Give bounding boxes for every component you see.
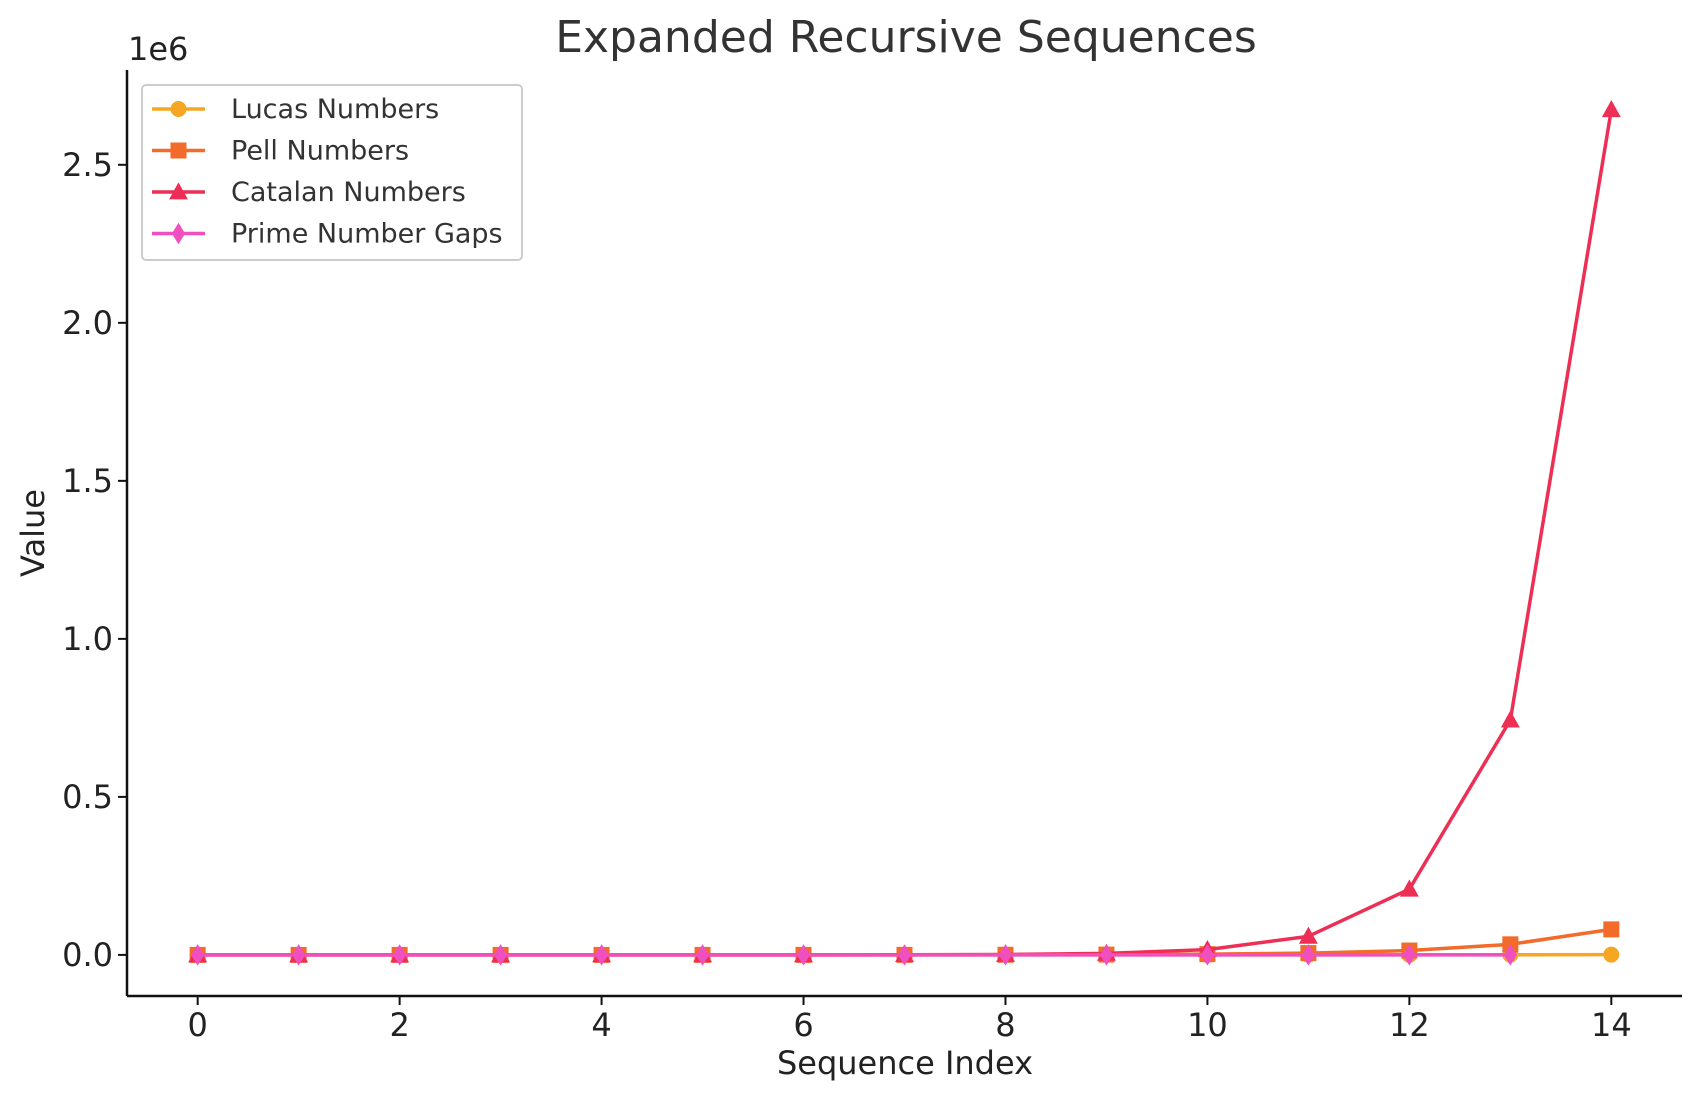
data-point-prime-number-gaps [191, 944, 205, 966]
axis-ticks: 0 2 4 6 8 10 12 14 0.0 0.5 1.0 1.5 2.0 2.5 [62, 146, 1632, 1044]
y-tick-label: 1.5 [62, 462, 113, 500]
series-layer [188, 100, 1621, 966]
data-point-prime-number-gaps [695, 944, 710, 966]
data-point-prime-number-gaps [1402, 944, 1416, 966]
x-tick-label: 4 [591, 1006, 611, 1044]
data-point-prime-number-gaps [1099, 944, 1114, 966]
data-point-catalan-numbers [1500, 710, 1520, 728]
data-point-prime-number-gaps [1503, 944, 1517, 966]
x-tick-label: 14 [1591, 1006, 1632, 1044]
y-axis-label: Value [14, 489, 52, 577]
y-axis-offset-label: 1e6 [128, 30, 188, 68]
x-tick-label: 12 [1389, 1006, 1430, 1044]
y-tick-label: 0.0 [62, 936, 113, 974]
data-point-prime-number-gaps [796, 944, 811, 966]
legend-item-catalan-numbers: Catalan Numbers [152, 177, 466, 208]
data-point-pell-numbers [1603, 921, 1620, 938]
y-tick-label: 0.5 [62, 778, 113, 816]
legend-label: Lucas Numbers [231, 94, 439, 125]
data-point-catalan-numbers [1298, 926, 1318, 944]
legend-swatch-marker [170, 101, 187, 117]
data-point-prime-number-gaps [1301, 944, 1315, 966]
data-point-prime-number-gaps [1200, 944, 1215, 966]
legend: Lucas Numbers Pell Numbers Catalan Numbers… [141, 84, 523, 261]
legend-item-pell-numbers: Pell Numbers [152, 136, 409, 167]
x-tick-label: 2 [389, 1006, 409, 1044]
chart-title: Expanded Recursive Sequences [555, 12, 1257, 63]
legend-item-prime-number-gaps: Prime Number Gaps [152, 219, 503, 250]
legend-label: Prime Number Gaps [231, 219, 503, 250]
legend-swatch-marker [169, 182, 188, 200]
y-tick-label: 2.5 [62, 146, 113, 184]
legend-box [141, 84, 523, 261]
data-point-prime-number-gaps [292, 944, 306, 966]
data-point-prime-number-gaps [494, 944, 508, 966]
x-axis-label: Sequence Index [777, 1044, 1033, 1082]
x-tick-label: 8 [995, 1006, 1015, 1044]
x-tick-label: 6 [793, 1006, 813, 1044]
legend-label: Pell Numbers [231, 136, 409, 167]
legend-swatch-marker [171, 222, 186, 245]
legend-label: Catalan Numbers [231, 177, 466, 208]
data-point-catalan-numbers [1601, 100, 1621, 118]
data-point-prime-number-gaps [998, 944, 1013, 966]
y-tick-label: 1.0 [62, 620, 113, 658]
axes [125, 70, 1682, 998]
data-point-prime-number-gaps [594, 944, 609, 966]
data-point-prime-number-gaps [393, 944, 407, 966]
data-point-prime-number-gaps [897, 944, 912, 966]
x-tick-label: 0 [188, 1006, 208, 1044]
legend-swatch-marker [170, 142, 187, 159]
data-point-lucas-numbers [1603, 946, 1620, 963]
x-tick-label: 10 [1187, 1006, 1228, 1044]
y-tick-label: 2.0 [62, 304, 113, 342]
legend-item-lucas-numbers: Lucas Numbers [152, 94, 439, 125]
data-point-catalan-numbers [1399, 879, 1419, 897]
series-prime-number-gaps [191, 944, 1517, 966]
